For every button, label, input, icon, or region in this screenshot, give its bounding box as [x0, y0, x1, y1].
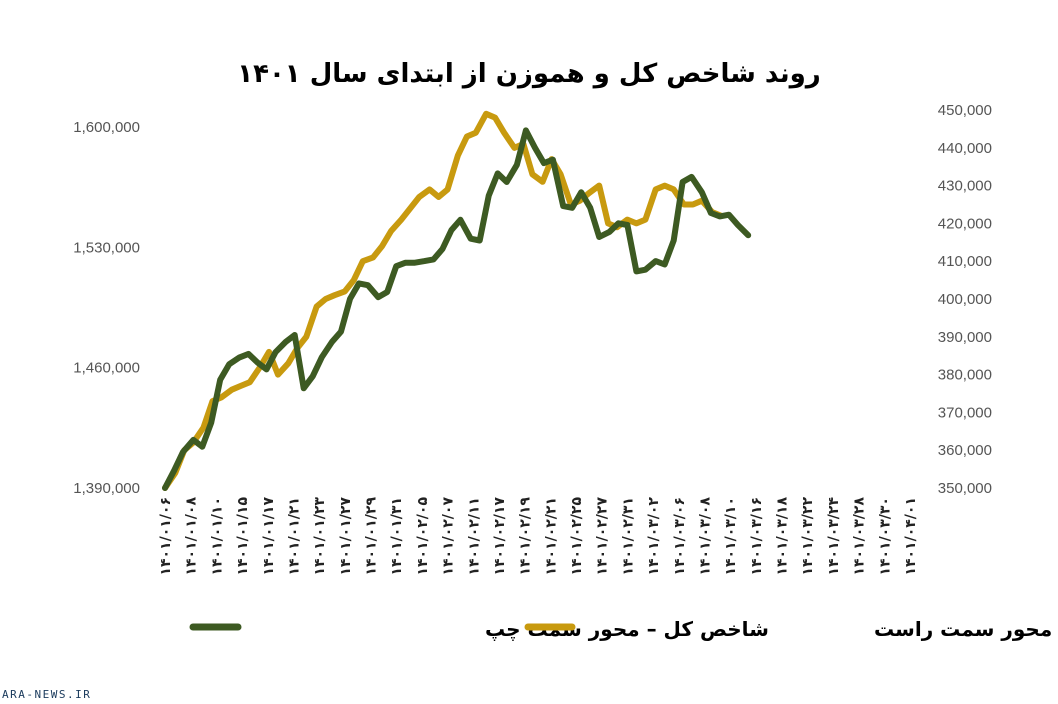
x-tick-label: ۱۴۰۱/۰۲/۲۱ [543, 497, 559, 576]
x-tick-label: ۱۴۰۱/۰۳/۱۰ [723, 497, 739, 576]
x-tick-label: ۱۴۰۱/۰۳/۰۲ [646, 497, 662, 576]
x-tick-label: ۱۴۰۱/۰۳/۲۲ [800, 497, 816, 576]
y-left-tick-label: 1,530,000 [73, 239, 140, 256]
x-tick-label: ۱۴۰۱/۰۲/۱۱ [466, 497, 482, 576]
x-tick-label: ۱۴۰۱/۰۱/۱۷ [261, 497, 277, 576]
x-tick-label: ۱۴۰۱/۰۳/۰۶ [672, 497, 688, 576]
x-tick-label: ۱۴۰۱/۰۱/۱۰ [209, 497, 225, 576]
x-tick-label: ۱۴۰۱/۰۱/۲۳ [312, 497, 328, 576]
y-right-tick-label: 380,000 [938, 367, 992, 384]
y-right-tick-label: 450,000 [938, 102, 992, 119]
x-tick-label: ۱۴۰۱/۰۱/۲۷ [338, 497, 354, 576]
x-tick-label: ۱۴۰۱/۰۱/۰۶ [158, 497, 174, 576]
x-tick-label: ۱۴۰۱/۰۲/۱۷ [492, 497, 508, 576]
y-right-tick-label: 420,000 [938, 215, 992, 232]
series-line-equal-weight-index [162, 110, 725, 491]
x-tick-label: ۱۴۰۱/۰۳/۲۴ [826, 497, 842, 576]
y-left-tick-label: 1,390,000 [73, 480, 140, 497]
x-tick-label: ۱۴۰۱/۰۳/۰۸ [697, 497, 713, 576]
y-right-tick-label: 350,000 [938, 480, 992, 497]
y-right-tick-label: 370,000 [938, 404, 992, 421]
y-axis-right: 350,000 360,000 370,000 380,000 390,000 400,0… [938, 102, 992, 497]
legend: شاخص کل – محور سمت چپ شاخص هموزن – محور … [189, 617, 1058, 642]
x-tick-label: ۱۴۰۱/۰۱/۰۸ [184, 497, 200, 576]
x-tick-label: ۱۴۰۱/۰۲/۰۷ [441, 497, 457, 576]
y-axis-left: 1,390,000 1,460,000 1,530,000 1,600,000 [73, 119, 140, 497]
y-left-tick-label: 1,600,000 [73, 119, 140, 136]
y-left-tick-label: 1,460,000 [73, 360, 140, 377]
y-right-tick-label: 440,000 [938, 140, 992, 157]
y-right-tick-label: 430,000 [938, 178, 992, 195]
y-right-tick-label: 360,000 [938, 442, 992, 459]
legend-label-equal-weight: شاخص هموزن – محور سمت راست [874, 617, 1058, 641]
x-tick-label: ۱۴۰۱/۰۱/۲۹ [364, 497, 380, 576]
x-tick-label: ۱۴۰۱/۰۱/۲۱ [286, 497, 302, 576]
y-right-tick-label: 400,000 [938, 291, 992, 308]
x-axis: ۱۴۰۱/۰۱/۰۶ ۱۴۰۱/۰۱/۰۸ ۱۴۰۱/۰۱/۱۰ ۱۴۰۱/۰۱/۱۵… [158, 497, 919, 576]
source-label: ARA-NEWS.IR [2, 688, 92, 701]
x-tick-label: ۱۴۰۱/۰۴/۰۱ [903, 497, 919, 576]
x-tick-label: ۱۴۰۱/۰۳/۳۰ [877, 497, 893, 576]
x-tick-label: ۱۴۰۱/۰۲/۲۷ [595, 497, 611, 576]
y-right-tick-label: 410,000 [938, 253, 992, 270]
x-tick-label: ۱۴۰۱/۰۱/۱۵ [235, 497, 251, 576]
y-right-tick-label: 390,000 [938, 329, 992, 346]
series-line-total-index [162, 127, 752, 491]
x-tick-label: ۱۴۰۱/۰۲/۳۱ [620, 497, 636, 576]
x-tick-label: ۱۴۰۱/۰۲/۲۵ [569, 497, 585, 576]
x-tick-label: ۱۴۰۱/۰۳/۲۸ [852, 497, 868, 576]
x-tick-label: ۱۴۰۱/۰۳/۱۶ [749, 497, 765, 576]
x-tick-label: ۱۴۰۱/۰۲/۱۹ [518, 497, 534, 576]
chart-title: روند شاخص کل و هموزن از ابتدای سال ۱۴۰۱ [237, 59, 821, 89]
plot-lines [162, 110, 752, 491]
x-tick-label: ۱۴۰۱/۰۳/۱۸ [775, 497, 791, 576]
x-tick-label: ۱۴۰۱/۰۱/۳۱ [389, 497, 405, 576]
x-tick-label: ۱۴۰۱/۰۲/۰۵ [415, 497, 431, 576]
